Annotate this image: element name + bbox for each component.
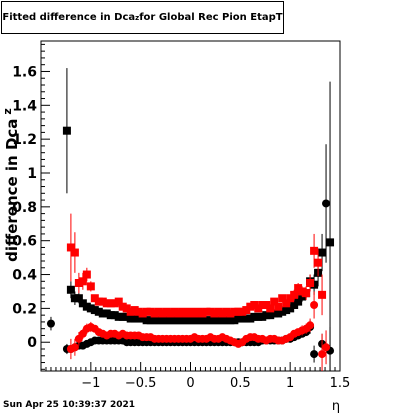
data-point-square <box>310 246 319 255</box>
data-point-square <box>282 299 291 308</box>
data-point-square <box>78 277 87 286</box>
y-tick-label: 1 <box>27 166 37 182</box>
data-point-square <box>306 279 315 287</box>
data-point-square <box>74 294 83 303</box>
y-tick-label: 0.6 <box>12 234 37 250</box>
x-tick-label: 1.5 <box>330 376 351 391</box>
y-axis-label-main: difference in Dca <box>3 119 21 262</box>
data-point-square <box>290 290 299 299</box>
axis-ticks: −1 −0.5 0 0.5 1 1.5 0 0.2 0.4 0.6 0.8 1 1.2 1.4 1.6 <box>12 43 351 391</box>
data-point-circle <box>70 343 79 352</box>
y-tick-label: 0.2 <box>12 301 37 317</box>
data-point-square <box>66 243 75 252</box>
data-point-circle <box>318 350 327 359</box>
chart-title-prefix: Fitted difference in Dca <box>2 12 136 23</box>
y-tick-label: 1.4 <box>12 98 37 114</box>
y-tick-label: 0.8 <box>12 200 37 216</box>
y-axis-label: difference in Dca z <box>1 108 21 262</box>
data-point-square <box>62 126 71 135</box>
data-point-square <box>270 297 279 306</box>
data-point-square <box>274 302 283 311</box>
y-tick-label: 0 <box>27 335 37 351</box>
data-point-square <box>82 270 91 279</box>
y-tick-label: 0.4 <box>12 268 37 284</box>
footer-timestamp: Sun Apr 25 10:39:37 2021 <box>3 400 136 410</box>
data-point-square <box>70 248 79 257</box>
data-point-circle <box>322 199 331 208</box>
y-axis-label-subscript: z <box>1 108 14 114</box>
data-point-square <box>318 290 327 299</box>
data-point-square <box>318 248 327 257</box>
data-point-circle <box>310 350 319 359</box>
data-point-square <box>314 258 323 267</box>
data-point-circle <box>46 319 55 328</box>
data-point-square <box>66 285 75 294</box>
x-tick-label: 0 <box>186 376 194 391</box>
chart-title: Fitted difference in Dca z for Global Rec… <box>1 1 284 34</box>
data-point-square <box>294 297 303 306</box>
x-tick-label: 1 <box>286 376 294 391</box>
data-point-square <box>326 238 335 247</box>
data-point-circle <box>306 321 315 330</box>
x-tick-label: 0.5 <box>230 376 251 391</box>
chart-title-subscript: z <box>135 13 140 22</box>
data-point-circle <box>322 343 331 352</box>
x-tick-label: −0.5 <box>125 376 157 391</box>
data-point-square <box>302 289 311 298</box>
data-point-square <box>86 282 95 291</box>
x-axis-label: η <box>332 399 340 414</box>
x-tick-label: −1 <box>81 376 100 391</box>
y-tick-label: 1.6 <box>12 64 37 80</box>
data-point-square <box>266 304 275 313</box>
data-point-circle <box>310 301 319 309</box>
y-tick-label: 1.2 <box>12 132 37 148</box>
data-point-square <box>114 297 123 306</box>
data-marks <box>46 68 335 371</box>
data-point-square <box>278 294 287 303</box>
chart-title-suffix: for Global Rec Pion EtapT <box>139 12 283 23</box>
